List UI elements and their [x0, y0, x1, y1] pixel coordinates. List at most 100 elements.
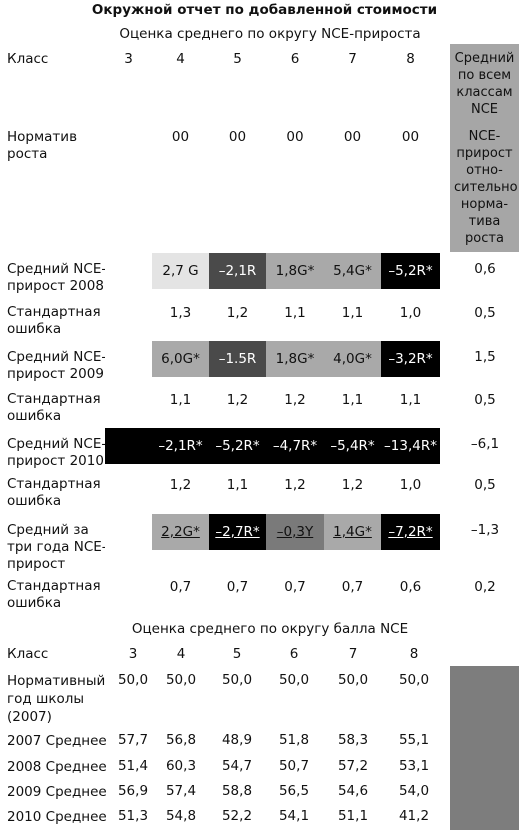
se-value: 0,6	[399, 579, 422, 595]
score-value: 50,0	[165, 672, 197, 688]
class-number-2: 6	[289, 646, 299, 662]
gain-cell: –2,1R*	[152, 428, 209, 464]
score-value: 50,0	[221, 672, 253, 688]
gain-cell	[105, 341, 152, 377]
class-number: 7	[348, 51, 357, 67]
gain-cell: 4,0G*	[324, 341, 381, 377]
score-value: 56,5	[278, 783, 310, 799]
se-value: 1,1	[341, 305, 364, 321]
class-number: 6	[290, 51, 300, 67]
side-sub: NCE-прирост отно-сительно норма-тива рос…	[454, 129, 518, 246]
score-value: 48,9	[221, 732, 253, 748]
se-value: 1,0	[399, 305, 422, 321]
score-value: 41,2	[398, 808, 430, 824]
se-value: 1,2	[284, 477, 306, 493]
se-value: 1,2	[341, 477, 364, 493]
score-value: 51,8	[278, 732, 310, 748]
score-value: 57,4	[165, 783, 197, 799]
norm-value: 00	[401, 129, 420, 145]
score-value: 54,6	[337, 783, 369, 799]
gain-cell: 2,2G*	[152, 514, 209, 550]
side-header: Средний по всем классам NCE	[454, 51, 515, 117]
section2-subtitle: Оценка среднего по округу балла NCE	[131, 621, 409, 637]
section1-subtitle: Оценка среднего по округу NCE-прироста	[119, 26, 421, 42]
se-value: 1,1	[341, 392, 364, 408]
score-value: 60,3	[165, 758, 197, 774]
norm-value: 00	[171, 129, 190, 145]
se-value: 0,7	[226, 579, 249, 595]
score-row-label: 2007 Среднее	[7, 733, 107, 749]
gain-cell	[105, 253, 152, 289]
score-value: 57,2	[337, 758, 369, 774]
gain-cell: –13,4R*	[381, 428, 440, 464]
row-average: –1,3	[470, 522, 500, 538]
class-number-2: 5	[232, 646, 242, 662]
side-column-2	[450, 666, 519, 830]
score-value: 51,3	[117, 808, 149, 824]
se-value: 1,0	[399, 477, 422, 493]
score-value: 54,0	[398, 783, 430, 799]
row-average: –6,1	[470, 436, 500, 452]
se-value: 0,7	[341, 579, 364, 595]
gain-cell: –2,1R	[209, 253, 266, 289]
gain-cell	[105, 428, 152, 464]
gain-cell: –5,2R*	[381, 253, 440, 289]
se-value: 1,2	[226, 305, 249, 321]
norm-label: Норматив роста	[7, 129, 78, 162]
score-value: 56,9	[117, 783, 149, 799]
se-value: 1,2	[284, 392, 306, 408]
class-number: 5	[233, 51, 242, 67]
class-number-2: 7	[348, 646, 358, 662]
se-value: 1,3	[169, 305, 192, 321]
score-value: 54,1	[278, 808, 310, 824]
row-label: Средний за три года NCE-прирост	[7, 522, 107, 572]
score-value: 54,7	[221, 758, 253, 774]
se-value: 0,7	[169, 579, 192, 595]
se-value: 1,1	[284, 305, 306, 321]
score-value: 50,0	[278, 672, 310, 688]
score-value: 55,1	[398, 732, 430, 748]
se-average: 0,5	[474, 477, 496, 493]
gain-cell: –3,2R*	[381, 341, 440, 377]
score-row-label: Нормативный год школы (2007)	[7, 673, 106, 725]
se-value: 1,1	[169, 392, 192, 408]
class-number: 8	[406, 51, 415, 67]
score-value: 50,7	[278, 758, 310, 774]
se-value: 1,1	[399, 392, 422, 408]
row-average: 0,6	[474, 261, 496, 277]
class-number-2: 3	[128, 646, 138, 662]
gain-cell: –5,4R*	[324, 428, 381, 464]
gain-cell: –2,7R*	[209, 514, 266, 550]
gain-cell: –4,7R*	[266, 428, 324, 464]
norm-value: 00	[343, 129, 362, 145]
score-value: 50,0	[398, 672, 430, 688]
gain-cell	[105, 514, 152, 550]
score-value: 54,8	[165, 808, 197, 824]
gain-cell: –0,3Y	[266, 514, 324, 550]
score-value: 56,8	[165, 732, 197, 748]
class-number-2: 8	[409, 646, 419, 662]
class-label: Класс	[7, 51, 49, 67]
gain-cell: –5,2R*	[209, 428, 266, 464]
score-value: 50,0	[117, 672, 149, 688]
norm-value: 00	[228, 129, 247, 145]
se-average: 0,2	[474, 579, 496, 595]
gain-cell: 1,4G*	[324, 514, 381, 550]
se-average: 0,5	[474, 392, 496, 408]
se-label: Стандартная ошибка	[7, 304, 101, 337]
score-value: 52,2	[221, 808, 253, 824]
score-value: 58,3	[337, 732, 369, 748]
row-label: Средний NCE-прирост 2010	[7, 436, 107, 469]
class-number: 4	[176, 51, 185, 67]
se-average: 0,5	[474, 305, 496, 321]
se-label: Стандартная ошибка	[7, 578, 101, 611]
gain-cell: –1.5R	[209, 341, 266, 377]
class-label-2: Класс	[7, 646, 49, 662]
score-value: 57,7	[117, 732, 149, 748]
score-row-label: 2008 Среднее	[7, 759, 107, 775]
score-row-label: 2010 Среднее	[7, 809, 107, 825]
class-number-2: 4	[176, 646, 186, 662]
gain-cell: 5,4G*	[324, 253, 381, 289]
score-value: 51,4	[117, 758, 149, 774]
score-row-label: 2009 Среднее	[7, 784, 107, 800]
